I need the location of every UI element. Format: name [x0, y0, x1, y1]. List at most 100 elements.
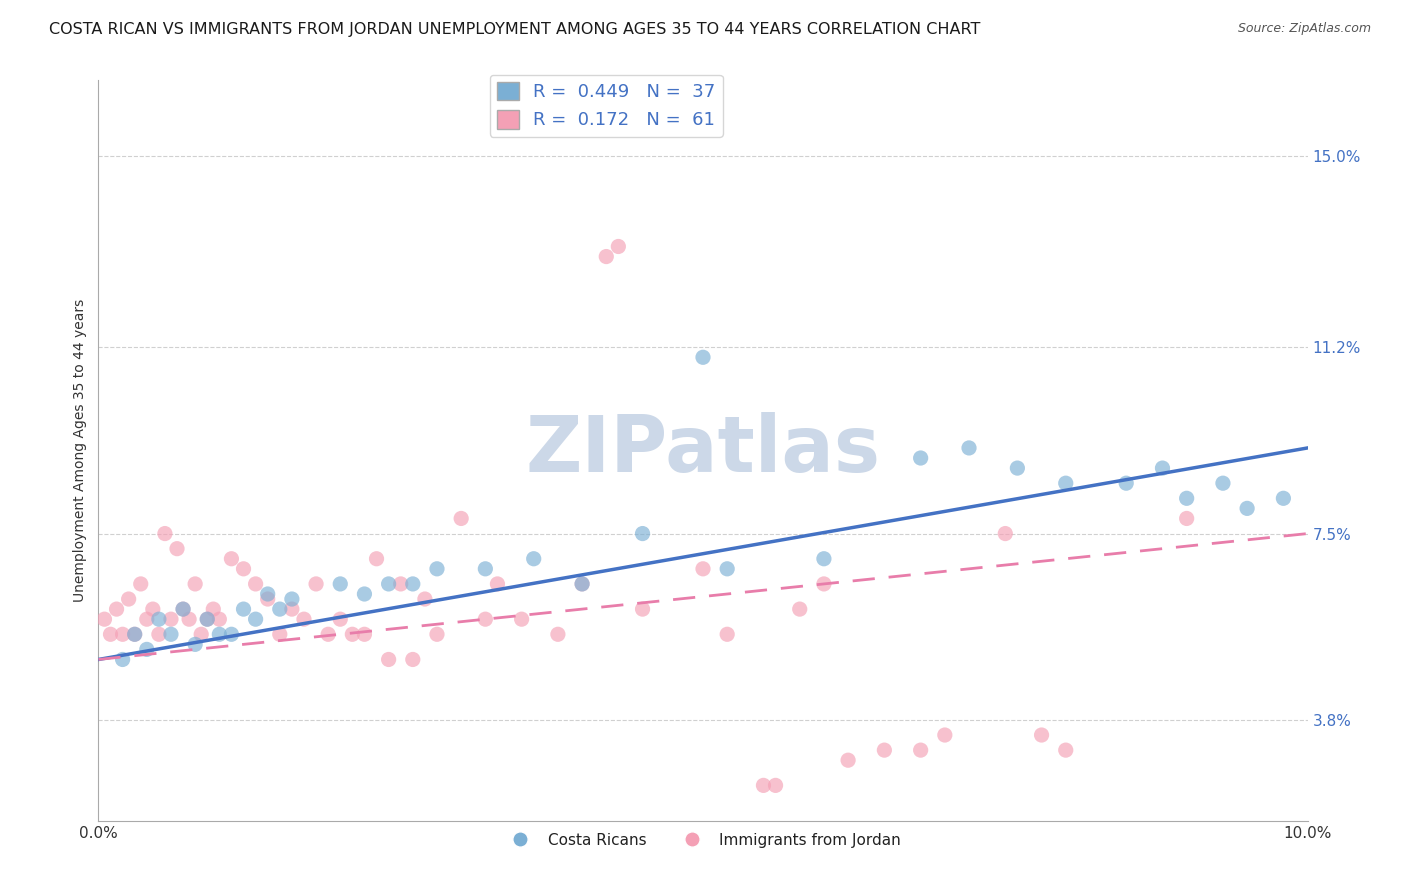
Point: [111, 627, 134, 641]
Point: [353, 627, 375, 641]
Point: [571, 577, 593, 591]
Y-axis label: Unemployment Among Ages 35 to 44 years: Unemployment Among Ages 35 to 44 years: [73, 299, 87, 602]
Point: [245, 612, 267, 626]
Point: [93, 612, 115, 626]
Point: [1031, 728, 1053, 742]
Point: [184, 637, 207, 651]
Point: [281, 602, 304, 616]
Point: [1152, 461, 1174, 475]
Point: [256, 592, 278, 607]
Point: [292, 612, 315, 626]
Point: [837, 753, 859, 767]
Point: [1007, 461, 1029, 475]
Point: [105, 602, 128, 616]
Point: [305, 577, 328, 591]
Point: [221, 627, 243, 641]
Point: [426, 627, 449, 641]
Point: [269, 602, 291, 616]
Point: [474, 562, 496, 576]
Point: [160, 612, 183, 626]
Point: [813, 551, 835, 566]
Point: [716, 627, 738, 641]
Point: [765, 778, 787, 792]
Point: [166, 541, 188, 556]
Point: [523, 551, 546, 566]
Point: [111, 652, 134, 666]
Point: [377, 577, 399, 591]
Point: [813, 577, 835, 591]
Point: [269, 627, 291, 641]
Point: [232, 602, 254, 616]
Point: [148, 627, 170, 641]
Point: [118, 592, 141, 607]
Point: [1054, 476, 1077, 491]
Point: [752, 778, 775, 792]
Point: [353, 587, 375, 601]
Point: [148, 612, 170, 626]
Point: [510, 612, 533, 626]
Point: [631, 602, 654, 616]
Point: [124, 627, 146, 641]
Point: [595, 250, 617, 264]
Point: [389, 577, 412, 591]
Text: Source: ZipAtlas.com: Source: ZipAtlas.com: [1237, 22, 1371, 36]
Point: [377, 652, 399, 666]
Point: [195, 612, 218, 626]
Point: [1115, 476, 1137, 491]
Point: [571, 577, 593, 591]
Text: COSTA RICAN VS IMMIGRANTS FROM JORDAN UNEMPLOYMENT AMONG AGES 35 TO 44 YEARS COR: COSTA RICAN VS IMMIGRANTS FROM JORDAN UN…: [49, 22, 980, 37]
Point: [934, 728, 956, 742]
Point: [631, 526, 654, 541]
Point: [208, 612, 231, 626]
Point: [366, 551, 388, 566]
Point: [129, 577, 152, 591]
Point: [692, 351, 714, 365]
Point: [486, 577, 509, 591]
Point: [135, 642, 157, 657]
Point: [957, 441, 980, 455]
Point: [1236, 501, 1258, 516]
Legend: Costa Ricans, Immigrants from Jordan: Costa Ricans, Immigrants from Jordan: [499, 827, 907, 854]
Point: [281, 592, 304, 607]
Point: [716, 562, 738, 576]
Point: [413, 592, 436, 607]
Point: [426, 562, 449, 576]
Point: [1272, 491, 1295, 506]
Point: [142, 602, 165, 616]
Point: [202, 602, 225, 616]
Point: [1054, 743, 1077, 757]
Point: [873, 743, 896, 757]
Point: [402, 577, 425, 591]
Point: [994, 526, 1017, 541]
Point: [1175, 511, 1198, 525]
Point: [692, 562, 714, 576]
Point: [910, 743, 932, 757]
Point: [342, 627, 364, 641]
Point: [124, 627, 146, 641]
Point: [329, 612, 352, 626]
Point: [221, 551, 243, 566]
Point: [135, 612, 157, 626]
Point: [474, 612, 496, 626]
Point: [316, 627, 339, 641]
Point: [100, 627, 122, 641]
Point: [172, 602, 194, 616]
Text: ZIPatlas: ZIPatlas: [526, 412, 880, 489]
Point: [179, 612, 201, 626]
Point: [245, 577, 267, 591]
Point: [450, 511, 472, 525]
Point: [607, 239, 630, 253]
Point: [232, 562, 254, 576]
Point: [789, 602, 811, 616]
Point: [160, 627, 183, 641]
Point: [184, 577, 207, 591]
Point: [910, 450, 932, 465]
Point: [195, 612, 218, 626]
Point: [153, 526, 176, 541]
Point: [329, 577, 352, 591]
Point: [1175, 491, 1198, 506]
Point: [190, 627, 212, 641]
Point: [547, 627, 569, 641]
Point: [172, 602, 194, 616]
Point: [208, 627, 231, 641]
